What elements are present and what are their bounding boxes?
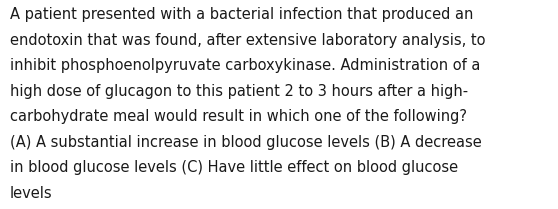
- Text: endotoxin that was found, after extensive laboratory analysis, to: endotoxin that was found, after extensiv…: [10, 33, 485, 48]
- Text: levels: levels: [10, 186, 52, 201]
- Text: (A) A substantial increase in blood glucose levels (B) A decrease: (A) A substantial increase in blood gluc…: [10, 135, 482, 150]
- Text: in blood glucose levels (C) Have little effect on blood glucose: in blood glucose levels (C) Have little …: [10, 160, 458, 175]
- Text: inhibit phosphoenolpyruvate carboxykinase. Administration of a: inhibit phosphoenolpyruvate carboxykinas…: [10, 58, 480, 73]
- Text: carbohydrate meal would result in which one of the following?: carbohydrate meal would result in which …: [10, 109, 467, 124]
- Text: A patient presented with a bacterial infection that produced an: A patient presented with a bacterial inf…: [10, 7, 473, 22]
- Text: high dose of glucagon to this patient 2 to 3 hours after a high-: high dose of glucagon to this patient 2 …: [10, 84, 468, 99]
